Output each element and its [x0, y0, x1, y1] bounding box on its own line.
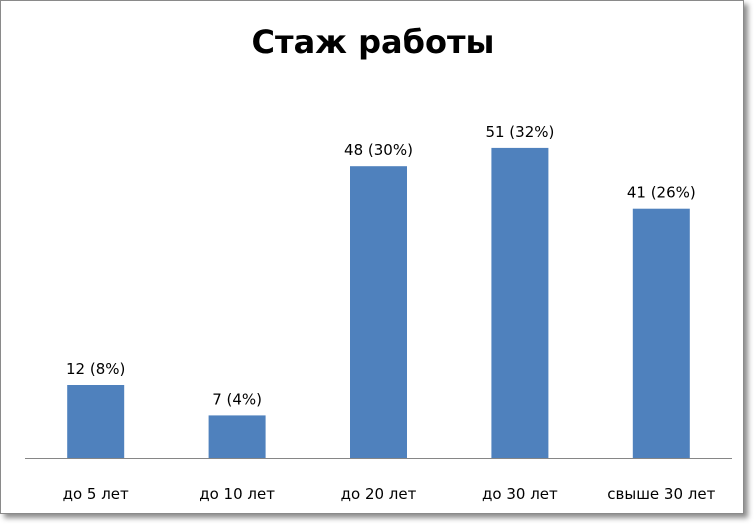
- data-label-0: 12 (8%): [66, 360, 125, 378]
- x-tick-label-4: свыше 30 лет: [607, 485, 715, 503]
- bar-2: [350, 166, 407, 458]
- x-tick-label-0: до 5 лет: [63, 485, 129, 503]
- bar-4: [632, 208, 690, 458]
- bar-1: [208, 415, 266, 458]
- x-tick-label-1: до 10 лет: [199, 485, 275, 503]
- bar-0: [67, 385, 125, 458]
- x-tick-label-2: до 20 лет: [341, 485, 417, 503]
- data-label-1: 7 (4%): [212, 390, 262, 408]
- chart-title: Стаж работы: [251, 23, 495, 61]
- data-label-2: 48 (30%): [344, 141, 413, 159]
- data-label-3: 51 (32%): [485, 123, 554, 141]
- data-label-4: 41 (26%): [627, 184, 696, 202]
- plot-area: 12 (8%) до 5 лет 7 (4%) до 10 лет 48 (30%) до…: [25, 123, 732, 503]
- bar-3: [491, 147, 549, 458]
- x-tick-label-3: до 30 лет: [482, 485, 558, 503]
